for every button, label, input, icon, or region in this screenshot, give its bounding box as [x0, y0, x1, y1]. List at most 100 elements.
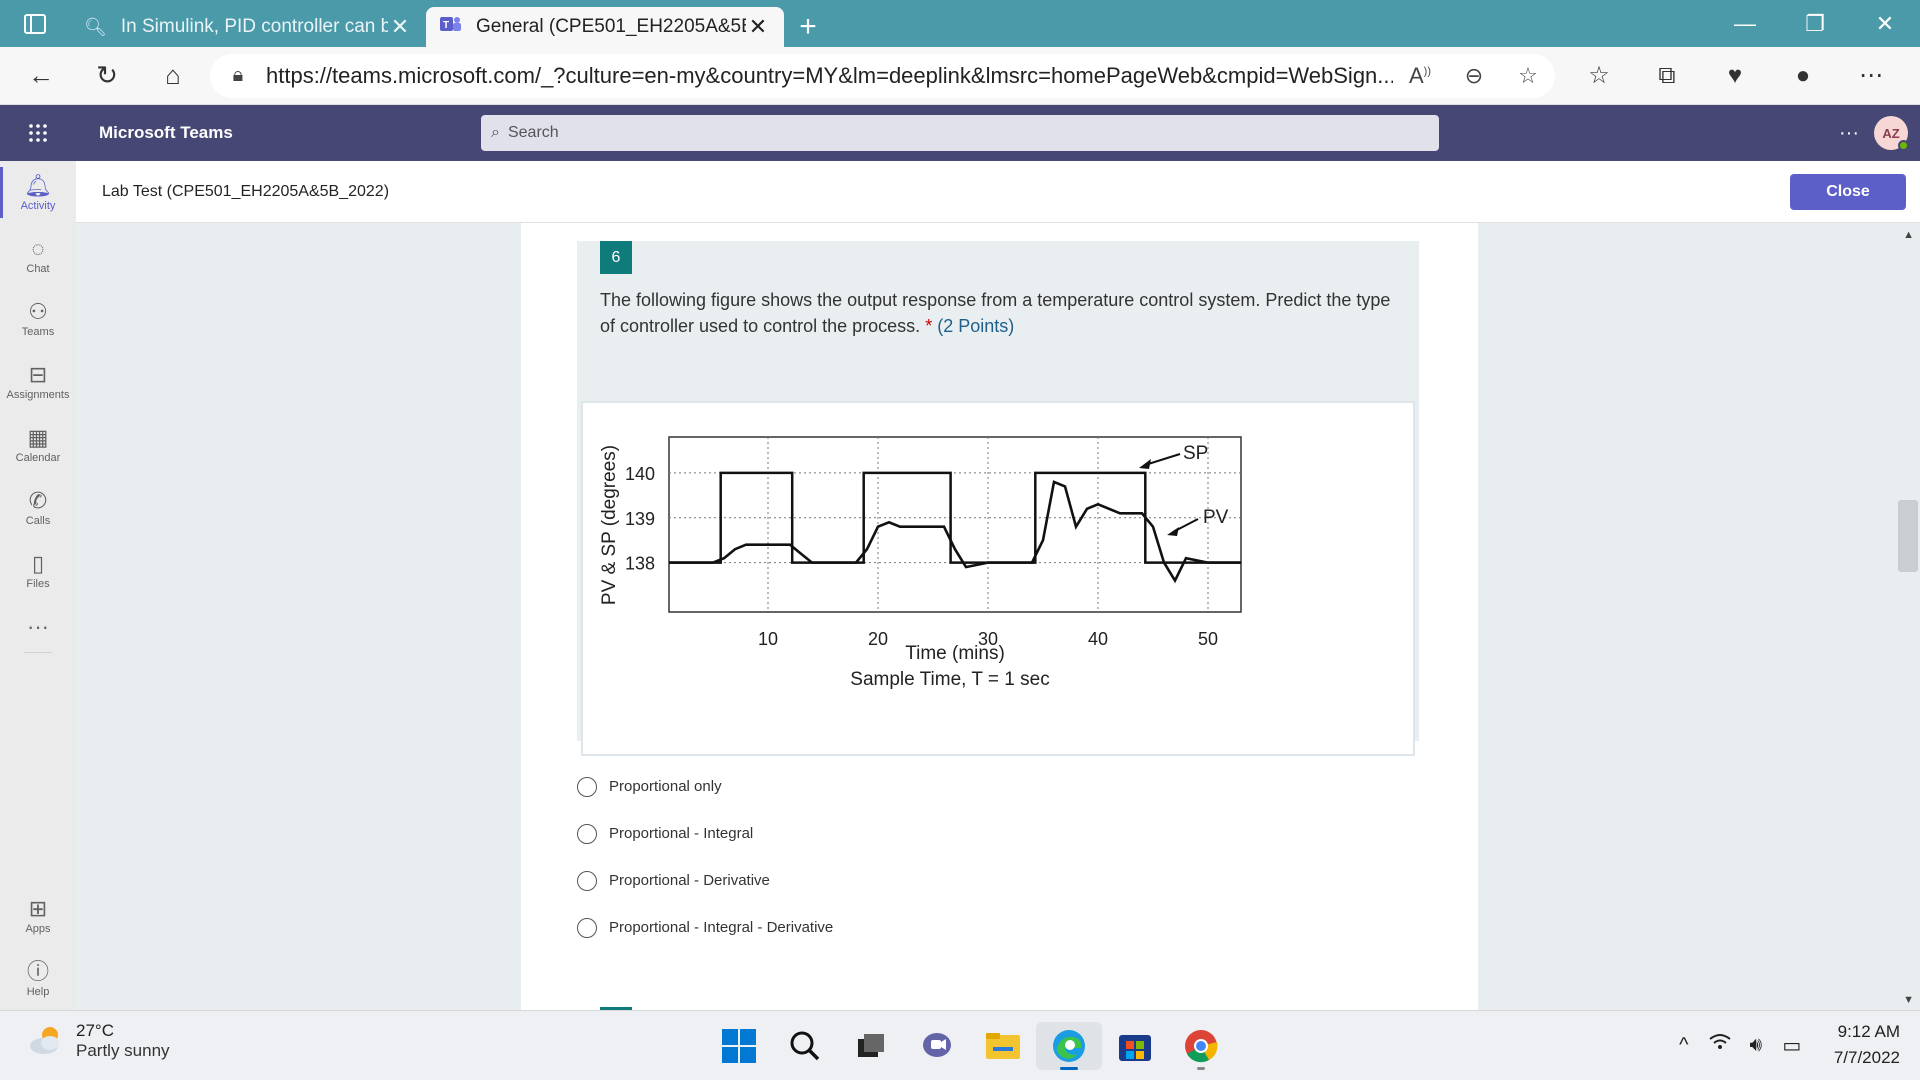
- phone-icon: ✆: [28, 487, 48, 513]
- tab-actions-icon[interactable]: [0, 0, 70, 47]
- plot-frame: [668, 436, 1242, 613]
- answer-options: Proportional only Proportional - Integra…: [577, 763, 833, 951]
- sp-arrow: [1144, 453, 1181, 466]
- more-options-icon[interactable]: ···: [1839, 121, 1859, 144]
- active-indicator: [1060, 1067, 1078, 1070]
- favorites-icon[interactable]: ☆: [1588, 62, 1610, 89]
- home-button[interactable]: ⌂: [165, 60, 181, 90]
- tab-simulink[interactable]: 🔍︎ In Simulink, PID controller can be ✕: [70, 7, 426, 47]
- form-header: Lab Test (CPE501_EH2205A&5B_2022) Close: [76, 161, 1920, 223]
- radio-button[interactable]: [577, 823, 597, 844]
- weather-temperature: 27°C: [76, 1021, 114, 1040]
- weather-widget[interactable]: 27°C Partly sunny: [26, 1021, 170, 1061]
- scroll-thumb[interactable]: [1898, 500, 1918, 572]
- assignments-icon: ⊟: [28, 361, 48, 387]
- taskbar: 27°C Partly sunny ^: [0, 1010, 1920, 1080]
- zoom-icon[interactable]: ⊖: [1464, 62, 1484, 88]
- task-view-icon[interactable]: [838, 1022, 904, 1070]
- running-indicator: [1197, 1067, 1205, 1070]
- search-placeholder: Search: [507, 124, 559, 141]
- scroll-up-icon[interactable]: ▲: [1903, 229, 1914, 241]
- wifi-icon[interactable]: [1702, 1033, 1738, 1057]
- calendar-icon: ▦: [27, 424, 49, 450]
- rail-item-help[interactable]: ⓘ Help: [0, 947, 76, 1010]
- taskbar-apps: [706, 1022, 1234, 1070]
- pv-arrowhead: [1167, 527, 1179, 536]
- radio-button[interactable]: [577, 776, 597, 797]
- minimize-icon[interactable]: —: [1734, 10, 1756, 36]
- x-tick-label: 50: [1198, 629, 1218, 649]
- option-proportional-integral[interactable]: Proportional - Integral: [577, 810, 833, 857]
- option-proportional-derivative[interactable]: Proportional - Derivative: [577, 857, 833, 904]
- chrome-browser-icon[interactable]: [1168, 1022, 1234, 1070]
- restore-icon[interactable]: ❐: [1805, 10, 1825, 36]
- start-button[interactable]: [706, 1022, 772, 1070]
- clock[interactable]: 9:12 AM 7/7/2022: [1834, 1019, 1900, 1071]
- y-tick-label: 138: [625, 554, 655, 574]
- teams-icon: ⚇: [28, 298, 48, 324]
- edge-browser-icon[interactable]: [1036, 1022, 1102, 1070]
- rail-item-assignments[interactable]: ⊟ Assignments: [0, 350, 76, 413]
- close-tab-icon[interactable]: ✕: [748, 14, 768, 39]
- option-label: Proportional only: [609, 778, 722, 795]
- rail-item-chat[interactable]: ◌ Chat: [0, 224, 76, 287]
- app-title: Microsoft Teams: [99, 123, 233, 142]
- app-launcher-icon[interactable]: [0, 105, 76, 161]
- close-window-icon[interactable]: ✕: [1875, 10, 1895, 36]
- add-favorite-icon[interactable]: ☆: [1518, 62, 1538, 88]
- rail-label: Activity: [20, 199, 56, 212]
- file-explorer-icon[interactable]: [970, 1022, 1036, 1070]
- option-label: Proportional - Derivative: [609, 872, 770, 889]
- refresh-button[interactable]: ↻: [96, 60, 118, 90]
- question-body: The following figure shows the output re…: [600, 290, 1391, 336]
- rail-label: Chat: [26, 262, 50, 275]
- back-button[interactable]: ←: [28, 60, 54, 90]
- search-icon[interactable]: [772, 1022, 838, 1070]
- option-pid[interactable]: Proportional - Integral - Derivative: [577, 904, 833, 951]
- radio-button[interactable]: [577, 870, 597, 891]
- tab-teams-general[interactable]: T General (CPE501_EH2205A&5B_2 ✕: [426, 7, 784, 47]
- rail-item-apps[interactable]: ⊞ Apps: [0, 884, 76, 947]
- scroll-down-icon[interactable]: ▼: [1903, 994, 1914, 1006]
- battery-icon[interactable]: ▭: [1782, 1034, 1802, 1057]
- radio-button[interactable]: [577, 917, 597, 938]
- teams-logo-icon: T: [440, 14, 462, 40]
- chat-icon: ◌: [31, 235, 45, 261]
- scrollbar[interactable]: ▲ ▼: [1898, 223, 1920, 1010]
- x-axis-label: Time (mins): [905, 643, 1005, 664]
- close-tab-icon[interactable]: ✕: [390, 14, 410, 39]
- microsoft-store-icon[interactable]: [1102, 1022, 1168, 1070]
- speaker-icon[interactable]: 🔊︎: [1749, 1033, 1763, 1056]
- read-aloud-icon[interactable]: A)): [1408, 62, 1431, 88]
- avatar[interactable]: AZ: [1874, 116, 1909, 151]
- new-tab-button[interactable]: +: [799, 10, 817, 43]
- rail-item-activity[interactable]: 🔔︎ Activity: [0, 161, 76, 224]
- address-bar: ← ↻ ⌂ 🔒︎ https://teams.microsoft.com/_?c…: [0, 47, 1920, 105]
- rail-item-calls[interactable]: ✆ Calls: [0, 476, 76, 539]
- main-content: 6 The following figure shows the output …: [76, 223, 1920, 1010]
- avatar-initials: AZ: [1882, 125, 1900, 141]
- y-axis-label: PV & SP (degrees): [599, 445, 620, 605]
- search-input[interactable]: ⌕ Search: [481, 115, 1439, 151]
- option-proportional-only[interactable]: Proportional only: [577, 763, 833, 810]
- close-button[interactable]: Close: [1790, 173, 1906, 210]
- browser-essentials-icon[interactable]: ♥: [1727, 61, 1743, 89]
- question-figure: 138 139 140 10 20 30 40 50 PV & SP (degrees) T…: [581, 401, 1415, 756]
- rail-item-teams[interactable]: ⚇ Teams: [0, 287, 76, 350]
- chevron-up-icon[interactable]: ^: [1679, 1033, 1689, 1056]
- rail-item-files[interactable]: ▯ Files: [0, 539, 76, 602]
- lock-icon[interactable]: 🔒︎: [232, 64, 244, 86]
- partly-sunny-icon: [26, 1021, 66, 1061]
- form-panel: 6 The following figure shows the output …: [521, 223, 1478, 1010]
- url-field[interactable]: 🔒︎ https://teams.microsoft.com/_?culture…: [210, 53, 1555, 98]
- x-tick-label: 30: [978, 629, 998, 649]
- collections-icon[interactable]: ⧉: [1658, 61, 1676, 89]
- profile-icon[interactable]: ●: [1795, 61, 1811, 89]
- settings-more-icon[interactable]: ⋯: [1859, 62, 1883, 89]
- more-apps-icon[interactable]: ···: [27, 614, 49, 639]
- url-text[interactable]: https://teams.microsoft.com/_?culture=en…: [266, 62, 1393, 88]
- rail-item-calendar[interactable]: ▦ Calendar: [0, 413, 76, 476]
- rail-label: Assignments: [6, 388, 70, 401]
- teams-chat-icon[interactable]: [904, 1022, 970, 1070]
- left-rail: 🔔︎ Activity ◌ Chat ⚇ Teams ⊟ Assignments…: [0, 161, 76, 1010]
